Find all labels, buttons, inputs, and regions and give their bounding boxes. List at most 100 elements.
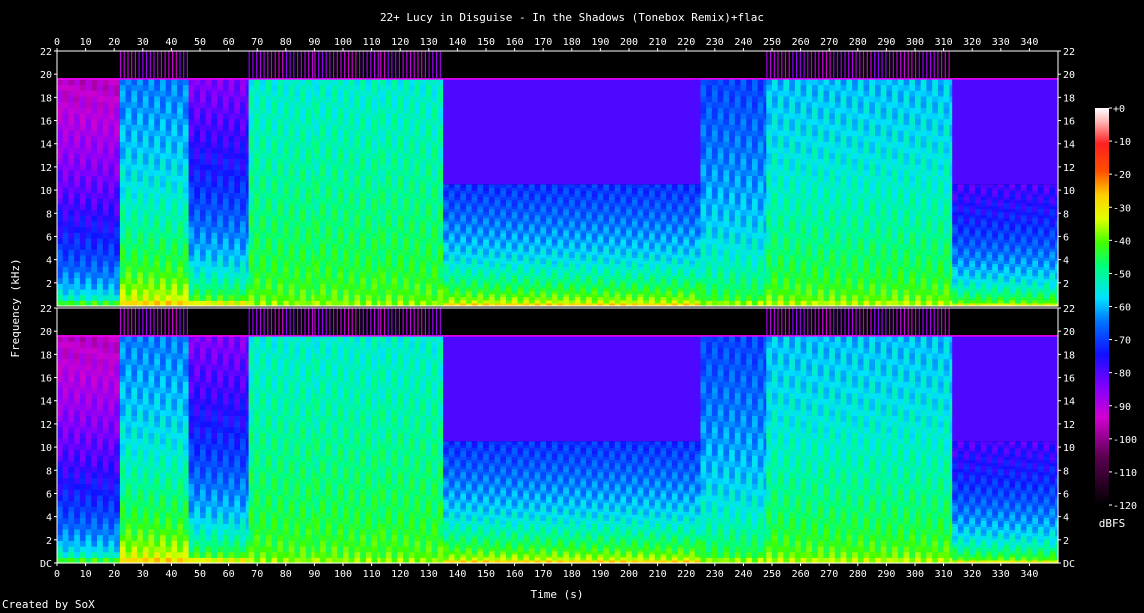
spectrogram-cell bbox=[74, 243, 81, 250]
spectrogram-cell bbox=[551, 187, 559, 191]
spectrogram-cell bbox=[311, 192, 315, 199]
spectrogram-cell bbox=[305, 249, 313, 256]
spectrogram-cell bbox=[580, 290, 587, 295]
spectrogram-cell bbox=[248, 289, 255, 296]
spectrogram-cell bbox=[254, 283, 261, 290]
spectrogram-cell bbox=[609, 272, 616, 277]
spectrogram-cell bbox=[420, 186, 427, 193]
spectrogram-cell bbox=[171, 254, 178, 262]
spectrogram-cell bbox=[626, 251, 633, 255]
spectrogram-cell bbox=[471, 290, 478, 295]
spectrogram-cell bbox=[311, 209, 315, 216]
spectrogram-cell bbox=[443, 239, 450, 243]
spectrogram-cell bbox=[654, 260, 661, 264]
spectrogram-cell bbox=[494, 284, 501, 289]
spectrogram-cell bbox=[119, 198, 127, 205]
spectrogram-cell bbox=[534, 257, 541, 261]
spectrogram-cell bbox=[706, 141, 713, 148]
spectrogram-cell bbox=[311, 277, 315, 284]
spectrogram-cell bbox=[511, 220, 518, 225]
spectrogram-cell bbox=[277, 198, 284, 205]
spectrogram-cell bbox=[477, 254, 484, 258]
spectrogram-cell bbox=[471, 199, 478, 204]
spectrogram-cell bbox=[500, 260, 507, 264]
spectrogram-cell bbox=[300, 283, 307, 290]
spectrogram-cell bbox=[454, 287, 461, 292]
spectrogram-cell bbox=[483, 293, 490, 298]
spectrogram-cell bbox=[717, 254, 724, 262]
spectrogram-cell bbox=[500, 211, 507, 216]
spectrogram-cell bbox=[448, 248, 456, 252]
spectrogram-cell bbox=[271, 124, 278, 131]
spectrogram-cell bbox=[222, 294, 230, 301]
spectrogram-cell bbox=[494, 208, 501, 213]
spectrogram-cell bbox=[62, 249, 69, 256]
spectrogram-cell bbox=[245, 107, 250, 114]
spectrogram-cell bbox=[188, 277, 195, 284]
spectrogram-cell bbox=[217, 249, 224, 256]
spectrogram-cell bbox=[700, 118, 707, 125]
spectrogram-cell bbox=[108, 107, 115, 114]
spectrogram-cell bbox=[500, 236, 507, 240]
spectrogram-cell bbox=[654, 303, 661, 307]
spectrogram-cell bbox=[240, 107, 247, 114]
spectrogram-cell bbox=[414, 152, 421, 159]
spectrogram-cell bbox=[683, 251, 690, 255]
spectrogram-cell bbox=[331, 192, 338, 199]
spectrogram-cell bbox=[248, 232, 255, 239]
spectrogram-cell bbox=[182, 95, 190, 103]
spectrogram-cell bbox=[288, 175, 295, 182]
spectrogram-cell bbox=[97, 289, 104, 296]
spectrogram-cell bbox=[57, 294, 64, 301]
spectrogram-cell bbox=[752, 209, 759, 216]
spectrogram-cell bbox=[654, 196, 661, 201]
spectrogram-cell bbox=[614, 284, 621, 289]
spectrogram-cell bbox=[248, 277, 255, 284]
spectrogram-cell bbox=[649, 220, 656, 225]
spectrogram-cell bbox=[300, 260, 307, 267]
spectrogram-cell bbox=[354, 152, 361, 159]
spectrogram-cell bbox=[460, 284, 467, 289]
spectrogram-cell bbox=[248, 192, 255, 199]
spectrogram-cell bbox=[371, 198, 378, 205]
spectrogram-cell bbox=[200, 78, 207, 86]
spectrogram-cell bbox=[729, 232, 736, 239]
spectrogram-cell bbox=[102, 243, 110, 250]
spectrogram-cell bbox=[234, 249, 241, 256]
spectrogram-cell bbox=[540, 193, 547, 197]
spectrogram-cell bbox=[654, 251, 661, 255]
spectrogram-cell bbox=[752, 220, 759, 228]
spectrogram-cell bbox=[380, 169, 387, 176]
spectrogram-cell bbox=[540, 299, 547, 304]
spectrogram-cell bbox=[265, 124, 273, 131]
spectrogram-cell bbox=[188, 186, 195, 193]
spectrogram-cell bbox=[74, 226, 81, 233]
spectrogram-cell bbox=[706, 135, 713, 142]
spectrogram-cell bbox=[443, 290, 450, 295]
spectrogram-cell bbox=[471, 266, 478, 270]
spectrogram-cell bbox=[277, 192, 284, 199]
spectrogram-cell bbox=[500, 290, 507, 295]
spectrogram-cell bbox=[397, 175, 404, 182]
spectrogram-cell bbox=[448, 184, 456, 188]
spectrogram-cell bbox=[397, 169, 404, 176]
spectrogram-cell bbox=[228, 141, 235, 148]
spectrogram-cell bbox=[228, 135, 235, 142]
spectrogram-cell bbox=[408, 192, 416, 199]
spectrogram-cell bbox=[700, 141, 707, 148]
spectrogram-cell bbox=[380, 209, 387, 216]
spectrogram-cell bbox=[205, 169, 212, 176]
spectrogram-cell bbox=[211, 84, 218, 91]
spectrogram-cell bbox=[325, 226, 333, 233]
spectrogram-cell bbox=[620, 296, 627, 301]
spectrogram-cell bbox=[228, 158, 235, 165]
spectrogram-cell bbox=[188, 283, 195, 290]
spectrogram-cell bbox=[408, 289, 416, 296]
spectrogram-cell bbox=[348, 135, 355, 142]
spectrogram-cell bbox=[211, 203, 218, 211]
spectrogram-cell bbox=[348, 141, 355, 148]
spectrogram-cell bbox=[331, 209, 338, 216]
spectrogram-cell bbox=[200, 254, 207, 262]
spectrogram-cell bbox=[171, 237, 178, 245]
spectrogram-cell bbox=[631, 236, 639, 240]
